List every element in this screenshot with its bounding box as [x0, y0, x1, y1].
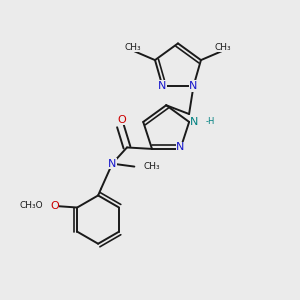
Text: CH₃: CH₃ — [143, 162, 160, 171]
Text: N: N — [189, 81, 198, 91]
Text: N: N — [176, 142, 184, 152]
Text: O: O — [118, 115, 126, 125]
Text: CH₃: CH₃ — [124, 43, 141, 52]
Text: -H: -H — [206, 117, 215, 126]
Text: CH₃O: CH₃O — [19, 201, 43, 210]
Text: N: N — [108, 159, 116, 169]
Text: CH₃: CH₃ — [215, 43, 231, 52]
Text: N: N — [158, 81, 166, 91]
Text: O: O — [50, 201, 59, 211]
Text: N: N — [190, 117, 199, 127]
